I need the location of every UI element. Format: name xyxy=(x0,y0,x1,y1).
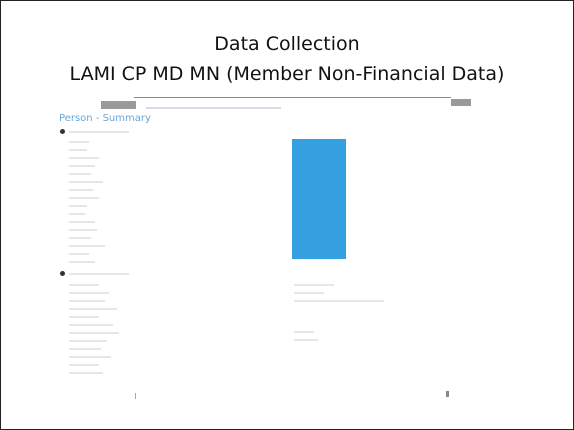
faint-text xyxy=(69,300,105,302)
faint-text xyxy=(294,339,318,341)
faint-text xyxy=(69,316,99,318)
faint-text xyxy=(69,131,129,133)
faint-text xyxy=(69,173,91,175)
faint-text xyxy=(69,181,103,183)
faint-text xyxy=(294,292,324,294)
faint-text xyxy=(69,261,95,263)
faint-text xyxy=(69,292,109,294)
section-heading: Person - Summary xyxy=(59,113,151,124)
faint-text xyxy=(294,331,314,333)
faint-text xyxy=(69,189,93,191)
faint-text xyxy=(69,149,87,151)
faint-text xyxy=(69,237,91,239)
faint-text xyxy=(69,165,95,167)
divider xyxy=(134,97,451,98)
faint-text xyxy=(69,340,107,342)
redaction xyxy=(101,101,136,109)
faint-text xyxy=(69,324,113,326)
faint-text xyxy=(69,253,89,255)
faint-text xyxy=(69,205,87,207)
image-block xyxy=(292,139,346,259)
faint-text xyxy=(69,273,129,275)
faint-text xyxy=(69,213,85,215)
slide-subtitle: LAMI CP MD MN (Member Non-Financial Data… xyxy=(69,63,505,85)
faint-text xyxy=(69,364,99,366)
faint-text xyxy=(69,157,99,159)
tick xyxy=(446,391,449,397)
faint-text xyxy=(294,300,384,302)
faint-text xyxy=(69,372,103,374)
faint-text xyxy=(69,348,101,350)
faint-text xyxy=(69,229,97,231)
faint-text xyxy=(69,197,99,199)
bullet xyxy=(60,129,65,134)
redaction xyxy=(451,99,471,106)
faint-text xyxy=(69,284,99,286)
faint-text xyxy=(294,284,334,286)
bullet xyxy=(60,271,65,276)
faint-text xyxy=(146,107,281,109)
faint-text xyxy=(69,356,111,358)
faint-text xyxy=(69,221,95,223)
tick xyxy=(135,393,136,399)
faint-text xyxy=(69,245,105,247)
slide-title: Data Collection xyxy=(214,33,360,55)
faint-text xyxy=(69,141,89,143)
faint-text xyxy=(69,308,117,310)
faint-text xyxy=(69,332,119,334)
